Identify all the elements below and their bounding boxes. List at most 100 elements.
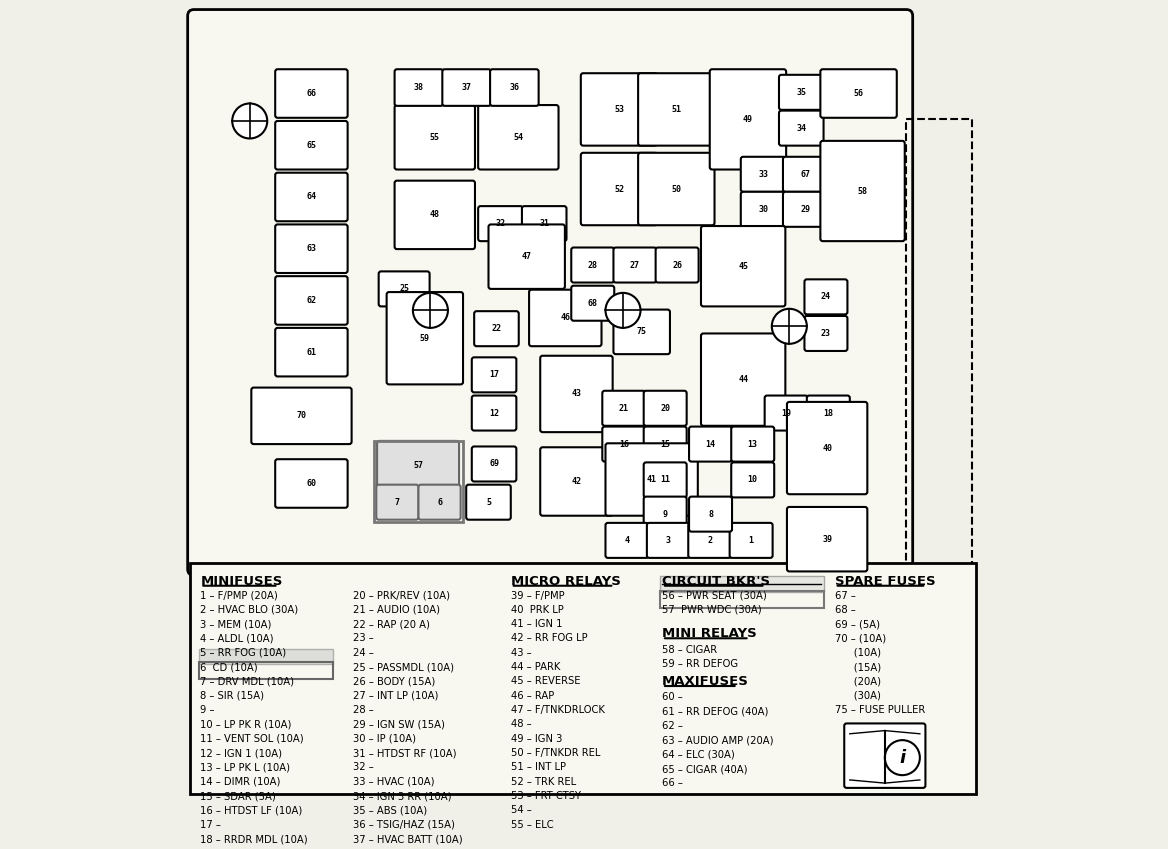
Text: i: i [899, 749, 905, 767]
Text: 15 – SDAR (5A): 15 – SDAR (5A) [201, 791, 276, 801]
Text: 10: 10 [748, 475, 758, 485]
Text: 3 – MEM (10A): 3 – MEM (10A) [201, 619, 272, 629]
Text: 12: 12 [489, 408, 499, 418]
Text: 33 – HVAC (10A): 33 – HVAC (10A) [353, 777, 434, 787]
Text: 47 – F/TNKDRLOCK: 47 – F/TNKDRLOCK [510, 706, 605, 715]
FancyBboxPatch shape [276, 328, 348, 376]
FancyBboxPatch shape [378, 272, 430, 306]
Text: 48: 48 [430, 211, 440, 219]
FancyBboxPatch shape [395, 70, 443, 106]
FancyBboxPatch shape [472, 357, 516, 392]
Text: 13: 13 [748, 440, 758, 448]
Text: 33: 33 [758, 170, 769, 179]
Text: 44: 44 [738, 375, 749, 384]
FancyBboxPatch shape [466, 485, 510, 520]
Text: 14 – DIMR (10A): 14 – DIMR (10A) [201, 777, 280, 787]
Text: 18 – RRDR MDL (10A): 18 – RRDR MDL (10A) [201, 834, 308, 844]
Text: 25: 25 [399, 284, 409, 294]
Circle shape [413, 293, 447, 328]
Text: 24: 24 [821, 292, 830, 301]
Text: 31 – HTDST RF (10A): 31 – HTDST RF (10A) [353, 748, 457, 758]
FancyBboxPatch shape [251, 388, 352, 444]
Text: 51 – INT LP: 51 – INT LP [510, 762, 565, 773]
FancyBboxPatch shape [472, 447, 516, 481]
FancyBboxPatch shape [387, 292, 463, 385]
Text: 48 –: 48 – [510, 719, 531, 729]
Text: 44 – PARK: 44 – PARK [510, 662, 561, 672]
FancyBboxPatch shape [529, 290, 602, 346]
Text: (10A): (10A) [835, 648, 881, 658]
FancyBboxPatch shape [276, 224, 348, 273]
FancyBboxPatch shape [783, 192, 828, 227]
Text: 27: 27 [630, 261, 640, 269]
Circle shape [232, 104, 267, 138]
FancyBboxPatch shape [805, 279, 848, 314]
Text: 30 – IP (10A): 30 – IP (10A) [353, 734, 416, 744]
FancyBboxPatch shape [731, 463, 774, 498]
Text: 6: 6 [437, 498, 442, 507]
FancyBboxPatch shape [688, 523, 731, 558]
Text: 46: 46 [561, 313, 570, 323]
Text: 1: 1 [749, 536, 753, 545]
Text: 55: 55 [430, 132, 440, 142]
FancyBboxPatch shape [276, 276, 348, 324]
Text: 19: 19 [781, 408, 791, 418]
Text: 38: 38 [413, 83, 424, 92]
Text: 17 –: 17 – [201, 820, 221, 829]
Text: 21: 21 [619, 404, 628, 413]
FancyBboxPatch shape [689, 426, 732, 462]
Text: 7 – DRV MDL (10A): 7 – DRV MDL (10A) [201, 677, 294, 687]
FancyBboxPatch shape [603, 426, 645, 462]
Text: 30: 30 [758, 205, 769, 214]
Text: 53: 53 [614, 105, 624, 114]
Text: 24 –: 24 – [353, 648, 374, 658]
FancyBboxPatch shape [701, 226, 785, 306]
FancyBboxPatch shape [644, 426, 687, 462]
Text: MINIFUSES: MINIFUSES [201, 575, 283, 588]
FancyBboxPatch shape [644, 497, 687, 531]
Text: 35: 35 [797, 87, 806, 97]
FancyBboxPatch shape [488, 224, 565, 289]
Text: 68: 68 [588, 299, 598, 307]
Text: 65 – CIGAR (40A): 65 – CIGAR (40A) [662, 764, 748, 774]
Text: 17: 17 [489, 370, 499, 380]
Text: 20 – PRK/REV (10A): 20 – PRK/REV (10A) [353, 591, 450, 600]
Text: MAXIFUSES: MAXIFUSES [662, 675, 749, 688]
FancyBboxPatch shape [779, 75, 823, 110]
Text: 5: 5 [486, 498, 491, 507]
FancyBboxPatch shape [478, 206, 523, 241]
Text: 43: 43 [571, 390, 582, 398]
Text: 70: 70 [297, 411, 306, 420]
Text: 27 – INT LP (10A): 27 – INT LP (10A) [353, 691, 438, 700]
FancyBboxPatch shape [805, 316, 848, 351]
FancyBboxPatch shape [741, 192, 785, 227]
Text: 58: 58 [857, 187, 868, 195]
Text: 58 – CIGAR: 58 – CIGAR [662, 644, 717, 655]
Text: 67: 67 [800, 170, 811, 179]
Text: 25 – PASSMDL (10A): 25 – PASSMDL (10A) [353, 662, 454, 672]
Text: 57  PWR WDC (30A): 57 PWR WDC (30A) [662, 604, 762, 615]
FancyBboxPatch shape [580, 153, 658, 225]
Text: 50: 50 [672, 184, 681, 194]
Text: 22: 22 [492, 324, 501, 333]
FancyBboxPatch shape [644, 391, 687, 426]
FancyBboxPatch shape [807, 396, 850, 430]
Text: 42 – RR FOG LP: 42 – RR FOG LP [510, 633, 588, 644]
FancyBboxPatch shape [418, 485, 460, 520]
Bar [906, 120, 972, 569]
Text: 56 – PWR SEAT (30A): 56 – PWR SEAT (30A) [662, 591, 766, 600]
FancyBboxPatch shape [638, 153, 715, 225]
FancyBboxPatch shape [765, 396, 807, 430]
Bar [190, 564, 976, 795]
Text: 2 – HVAC BLO (30A): 2 – HVAC BLO (30A) [201, 604, 299, 615]
Text: 9 –: 9 – [201, 706, 215, 715]
FancyBboxPatch shape [474, 312, 519, 346]
Text: 67 –: 67 – [835, 591, 856, 600]
Text: SPARE FUSES: SPARE FUSES [835, 575, 936, 588]
Text: 62: 62 [306, 296, 317, 305]
Text: (20A): (20A) [835, 677, 881, 687]
Text: 2: 2 [708, 536, 712, 545]
FancyBboxPatch shape [522, 206, 566, 241]
Text: 59 – RR DEFOG: 59 – RR DEFOG [662, 659, 738, 669]
Text: 32: 32 [495, 219, 506, 228]
